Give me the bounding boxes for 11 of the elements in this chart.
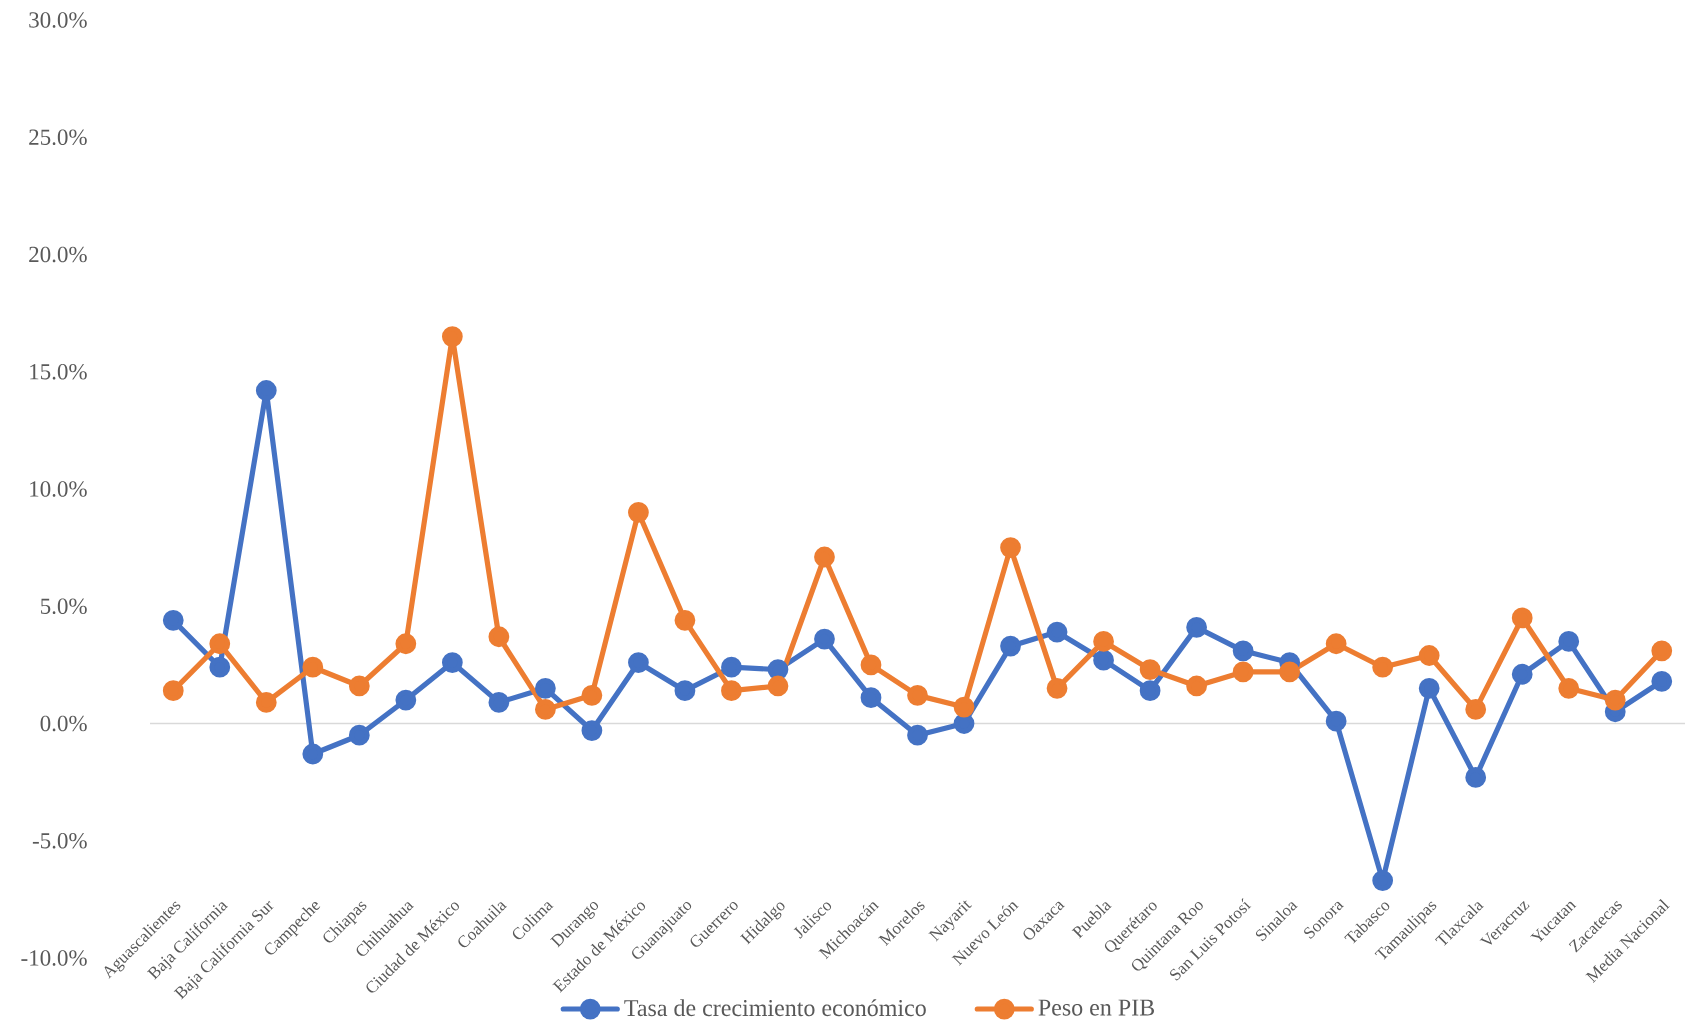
y-tick-label: 5.0%: [41, 598, 87, 615]
y-tick-label: 20.0%: [29, 246, 87, 263]
y-tick-label: 25.0%: [29, 129, 87, 146]
y-tick-label: 0.0%: [40, 715, 87, 732]
y-tick-label: 10.0%: [30, 481, 87, 497]
legend-label: Tasa de crecimiento económico: [624, 999, 926, 1017]
legend-label: Peso en PIB: [1038, 999, 1155, 1016]
y-tick-label: -5.0%: [32, 832, 87, 849]
y-tick-label: -10.0%: [21, 950, 87, 966]
y-tick-label: 15.0%: [30, 363, 87, 380]
y-tick-label: 30.0%: [29, 12, 87, 28]
